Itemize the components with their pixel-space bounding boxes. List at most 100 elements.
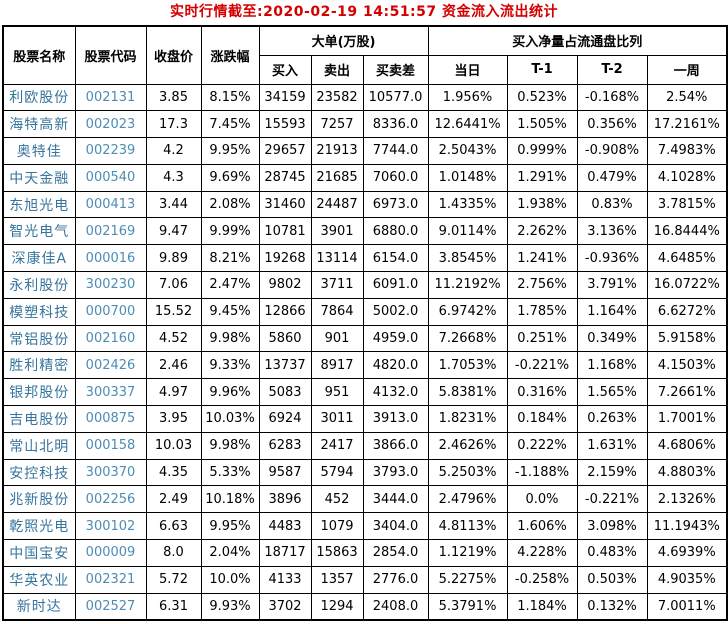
stock-code-cell[interactable]: 000009 xyxy=(74,539,147,567)
stock-name-cell[interactable]: 常山北明 xyxy=(2,431,76,460)
table-row[interactable]: 乾照光电 300102 6.63 9.95% 4483 1079 3404.0 4.8113%… xyxy=(2,512,728,541)
stock-code-cell[interactable]: 002256 xyxy=(74,485,147,514)
ratio-today-cell: 2.4626% xyxy=(427,431,508,460)
header-big-order-group: 大单(万股) xyxy=(258,25,429,56)
table-row[interactable]: 银邦股份 300337 4.97 9.96% 5083 951 4132.0 5.8381% 0… xyxy=(2,378,728,407)
stock-name-cell[interactable]: 安控科技 xyxy=(2,458,76,487)
close-price-cell: 4.97 xyxy=(145,378,202,407)
table-row[interactable]: 兆新股份 002256 2.49 10.18% 3896 452 3444.0 2.4796%… xyxy=(2,485,728,514)
change-pct-cell: 8.15% xyxy=(200,83,260,112)
stock-name-cell[interactable]: 中国宝安 xyxy=(2,539,76,567)
stock-code-cell[interactable]: 000540 xyxy=(74,163,147,192)
stock-code-cell[interactable]: 000700 xyxy=(74,297,147,326)
sell-volume-cell: 21685 xyxy=(310,163,364,192)
ratio-week-cell: 3.7815% xyxy=(646,190,728,219)
sell-volume-cell: 3901 xyxy=(310,217,364,246)
table-row[interactable]: 中国宝安 000009 8.0 2.04% 18717 15863 2854.0 1.1219… xyxy=(2,539,728,567)
stock-name-cell[interactable]: 模塑科技 xyxy=(2,297,76,326)
stock-name-cell[interactable]: 奥特佳 xyxy=(2,137,76,165)
stock-code-cell[interactable]: 002426 xyxy=(74,351,147,380)
stock-code-cell[interactable]: 000413 xyxy=(74,190,147,219)
ratio-week-cell: 4.1028% xyxy=(646,163,728,192)
ratio-week-cell: 7.4983% xyxy=(646,137,728,165)
table-row[interactable]: 安控科技 300370 4.35 5.33% 9587 5794 3793.0 5.2503%… xyxy=(2,458,728,487)
stock-name-cell[interactable]: 乾照光电 xyxy=(2,512,76,541)
ratio-t1-cell: 4.228% xyxy=(506,539,578,567)
buy-volume-cell: 3896 xyxy=(258,485,312,514)
stock-name-cell[interactable]: 智光电气 xyxy=(2,217,76,246)
change-pct-cell: 9.93% xyxy=(200,592,260,621)
table-row[interactable]: 智光电气 002169 9.47 9.99% 10781 3901 6880.0 9.0114… xyxy=(2,217,728,246)
stock-code-cell[interactable]: 000158 xyxy=(74,431,147,460)
table-row[interactable]: 奥特佳 002239 4.2 9.95% 29657 21913 7744.0 2.5043%… xyxy=(2,137,728,165)
stock-name-cell[interactable]: 兆新股份 xyxy=(2,485,76,514)
ratio-t2-cell: -0.936% xyxy=(576,244,648,273)
stock-code-cell[interactable]: 002527 xyxy=(74,592,147,621)
stock-name-cell[interactable]: 胜利精密 xyxy=(2,351,76,380)
stock-code-cell[interactable]: 000875 xyxy=(74,405,147,433)
buy-sell-diff-cell: 3913.0 xyxy=(362,405,429,433)
stock-code-cell[interactable]: 000016 xyxy=(74,244,147,273)
stock-name-cell[interactable]: 常铝股份 xyxy=(2,324,76,353)
stock-name-cell[interactable]: 银邦股份 xyxy=(2,378,76,407)
stock-name-cell[interactable]: 深康佳A xyxy=(2,244,76,273)
buy-volume-cell: 28745 xyxy=(258,163,312,192)
change-pct-cell: 7.45% xyxy=(200,110,260,139)
header-close-price: 收盘价 xyxy=(145,25,202,85)
stock-name-cell[interactable]: 中天金融 xyxy=(2,163,76,192)
close-price-cell: 10.03 xyxy=(145,431,202,460)
stock-code-cell[interactable]: 002131 xyxy=(74,83,147,112)
stock-name-cell[interactable]: 新时达 xyxy=(2,592,76,621)
sell-volume-cell: 21913 xyxy=(310,137,364,165)
ratio-t1-cell: 1.785% xyxy=(506,297,578,326)
buy-sell-diff-cell: 6091.0 xyxy=(362,271,429,299)
ratio-t2-cell: 0.503% xyxy=(576,565,648,594)
table-row[interactable]: 深康佳A 000016 9.89 8.21% 19268 13114 6154.0 3.854… xyxy=(2,244,728,273)
stock-code-cell[interactable]: 002169 xyxy=(74,217,147,246)
ratio-week-cell: 4.6485% xyxy=(646,244,728,273)
table-row[interactable]: 海特高新 002023 17.3 7.45% 15593 7257 8336.0 12.644… xyxy=(2,110,728,139)
stock-code-cell[interactable]: 300230 xyxy=(74,271,147,299)
stock-name-cell[interactable]: 永利股份 xyxy=(2,271,76,299)
ratio-today-cell: 4.8113% xyxy=(427,512,508,541)
buy-volume-cell: 12866 xyxy=(258,297,312,326)
stock-name-cell[interactable]: 华英农业 xyxy=(2,565,76,594)
table-row[interactable]: 吉电股份 000875 3.95 10.03% 6924 3011 3913.0 1.8231… xyxy=(2,405,728,433)
stock-code-cell[interactable]: 300102 xyxy=(74,512,147,541)
buy-volume-cell: 18717 xyxy=(258,539,312,567)
sell-volume-cell: 7864 xyxy=(310,297,364,326)
table-row[interactable]: 永利股份 300230 7.06 2.47% 9802 3711 6091.0 11.2192… xyxy=(2,271,728,299)
table-row[interactable]: 模塑科技 000700 15.52 9.45% 12866 7864 5002.0 6.974… xyxy=(2,297,728,326)
stock-name-cell[interactable]: 海特高新 xyxy=(2,110,76,139)
close-price-cell: 6.31 xyxy=(145,592,202,621)
table-row[interactable]: 东旭光电 000413 3.44 2.08% 31460 24487 6973.0 1.433… xyxy=(2,190,728,219)
table-row[interactable]: 胜利精密 002426 2.46 9.33% 13737 8917 4820.0 1.7053… xyxy=(2,351,728,380)
table-row[interactable]: 华英农业 002321 5.72 10.0% 4133 1357 2776.0 5.2275%… xyxy=(2,565,728,594)
stock-code-cell[interactable]: 300337 xyxy=(74,378,147,407)
table-row[interactable]: 常铝股份 002160 4.52 9.98% 5860 901 4959.0 7.2668% 0… xyxy=(2,324,728,353)
stock-code-cell[interactable]: 002321 xyxy=(74,565,147,594)
ratio-t2-cell: 0.356% xyxy=(576,110,648,139)
ratio-t2-cell: 0.479% xyxy=(576,163,648,192)
stock-code-cell[interactable]: 002160 xyxy=(74,324,147,353)
stock-name-cell[interactable]: 吉电股份 xyxy=(2,405,76,433)
stock-code-cell[interactable]: 002023 xyxy=(74,110,147,139)
ratio-today-cell: 12.6441% xyxy=(427,110,508,139)
stock-code-cell[interactable]: 300370 xyxy=(74,458,147,487)
stock-code-cell[interactable]: 002239 xyxy=(74,137,147,165)
sell-volume-cell: 3711 xyxy=(310,271,364,299)
ratio-t2-cell: -0.908% xyxy=(576,137,648,165)
ratio-today-cell: 2.4796% xyxy=(427,485,508,514)
stock-name-cell[interactable]: 利欧股份 xyxy=(2,83,76,112)
ratio-t2-cell: 1.164% xyxy=(576,297,648,326)
table-row[interactable]: 利欧股份 002131 3.85 8.15% 34159 23582 10577.0 1.95… xyxy=(2,83,728,112)
report-title: 实时行情截至:2020-02-19 14:51:57 资金流入流出统计 xyxy=(169,4,559,20)
ratio-t1-cell: 0.251% xyxy=(506,324,578,353)
ratio-week-cell: 6.6272% xyxy=(646,297,728,326)
table-row[interactable]: 新时达 002527 6.31 9.93% 3702 1294 2408.0 5.3791% 1… xyxy=(2,592,728,621)
change-pct-cell: 9.69% xyxy=(200,163,260,192)
table-row[interactable]: 常山北明 000158 10.03 9.98% 6283 2417 3866.0 2.4626… xyxy=(2,431,728,460)
ratio-t1-cell: 0.222% xyxy=(506,431,578,460)
table-row[interactable]: 中天金融 000540 4.3 9.69% 28745 21685 7060.0 1.0148… xyxy=(2,163,728,192)
stock-name-cell[interactable]: 东旭光电 xyxy=(2,190,76,219)
